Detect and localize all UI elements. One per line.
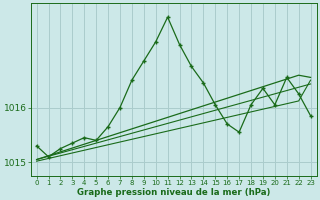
X-axis label: Graphe pression niveau de la mer (hPa): Graphe pression niveau de la mer (hPa) — [77, 188, 270, 197]
